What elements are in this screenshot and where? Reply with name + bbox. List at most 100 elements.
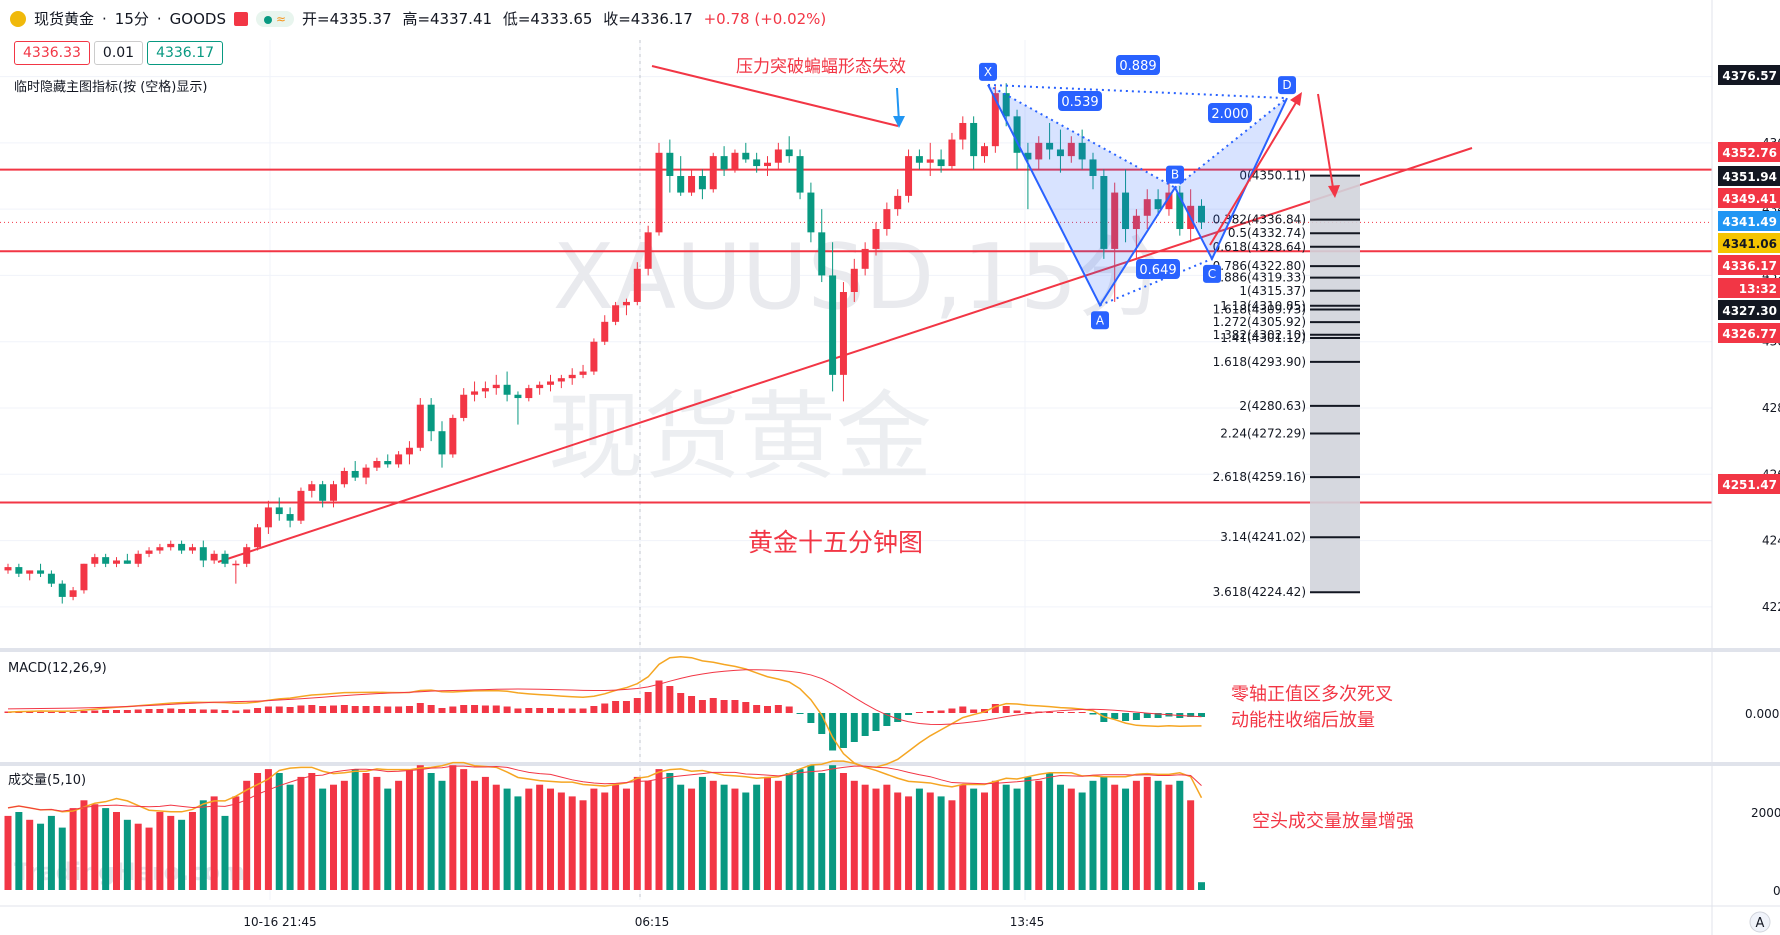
- chart-header: 现货黄金 · 15分 · GOODS ≈ 开=4335.37 高=4337.41…: [0, 0, 1710, 38]
- interval-label[interactable]: 15分: [114, 10, 149, 28]
- volume-bar: [731, 788, 739, 890]
- candle-body: [243, 547, 251, 564]
- candle-body: [1056, 149, 1064, 157]
- volume-bar: [308, 773, 316, 890]
- candle-body: [1002, 93, 1010, 117]
- volume-bar: [275, 773, 283, 890]
- volume-bar: [818, 773, 826, 890]
- macd-bar: [80, 711, 88, 713]
- fib-extension[interactable]: 0(4350.11) 0.382(4336.84)0.5(4332.74)0.61…: [1213, 169, 1360, 600]
- price-tick-label: 4240.00: [1762, 534, 1780, 548]
- volume-bar: [926, 792, 934, 890]
- volume-bar: [460, 769, 468, 890]
- pane-separator: [0, 648, 1780, 652]
- indicator-hide-hint: 临时隐藏主图指标(按 (空格)显示): [14, 80, 208, 95]
- volume-bar: [26, 819, 34, 890]
- volume-bar: [753, 784, 761, 890]
- market-status-pill[interactable]: ≈: [255, 10, 295, 27]
- time-axis[interactable]: 10-16 21:45 06:15 13:45 A: [243, 911, 1771, 933]
- volume-bar: [1143, 776, 1151, 890]
- candle-body: [286, 514, 294, 521]
- volume-bar: [188, 812, 196, 890]
- candle-body: [688, 176, 696, 193]
- volume-bar: [416, 765, 424, 890]
- source-label: GOODS: [169, 9, 226, 28]
- macd-bar: [1024, 712, 1032, 713]
- macd-bar: [373, 706, 381, 713]
- candle-body: [167, 543, 175, 548]
- price-tick-label: 4280.00: [1762, 401, 1780, 415]
- macd-bar: [1013, 710, 1021, 713]
- volume-bar: [362, 773, 370, 890]
- macd-bar: [883, 713, 891, 726]
- candle-body: [26, 570, 34, 574]
- volume-bar: [557, 792, 565, 890]
- volume-bar: [167, 815, 175, 890]
- candle-body: [123, 560, 131, 564]
- volume-bar: [568, 796, 576, 890]
- volume-bar: [1067, 788, 1075, 890]
- candle-body: [590, 341, 598, 372]
- volume-bar: [742, 792, 750, 890]
- fib-level-label: 0(4350.11): [1239, 169, 1306, 183]
- price-tag-label: 4341.06: [1722, 237, 1777, 251]
- bat-pattern[interactable]: X A B C D 0.539 0.889 2.000 0.649: [893, 55, 1340, 330]
- volume-bar: [937, 796, 945, 890]
- fib-level-label: 2.24(4272.29): [1220, 427, 1306, 441]
- macd-bar: [861, 713, 869, 736]
- volume-bar: [1089, 780, 1097, 890]
- volume-bar: [503, 788, 511, 890]
- pattern-point-label: D: [1282, 78, 1291, 92]
- macd-bar: [47, 712, 55, 713]
- candle-body: [449, 417, 457, 455]
- macd-bar: [937, 710, 945, 713]
- volume-bar: [525, 788, 533, 890]
- volume-bar: [492, 784, 500, 890]
- pattern-point-label: X: [984, 65, 992, 79]
- volume-bar: [449, 765, 457, 890]
- volume-bar: [1165, 784, 1173, 890]
- candle-body: [254, 527, 262, 548]
- macd-bar: [319, 706, 327, 713]
- ac-ratio-line: [1099, 257, 1213, 307]
- macd-bar: [785, 706, 793, 713]
- candle-body: [981, 146, 988, 157]
- volume-axis-label: 0.00: [1773, 884, 1780, 898]
- volume-pane[interactable]: 成交量(5,10) 2000.00 0.00: [4, 760, 1780, 898]
- ohlc-readout: 开=4335.37 高=4337.41 低=4333.65 收=4336.17 …: [302, 8, 832, 29]
- close-value: 收=4336.17: [603, 10, 693, 28]
- price-tag-bg: [1718, 188, 1780, 208]
- macd-pane[interactable]: MACD(12,26,9) 0.00000: [4, 655, 1780, 768]
- volume-bar: [37, 823, 45, 890]
- candle-body: [1132, 215, 1140, 230]
- up-arrow-line: [1209, 95, 1301, 246]
- candle-body: [37, 570, 45, 574]
- volume-bar: [1013, 788, 1021, 890]
- symbol-name[interactable]: 现货黄金: [34, 10, 95, 28]
- ratio-badge: [1208, 103, 1252, 123]
- fib-level-label: 1(4315.37): [1239, 284, 1306, 298]
- sell-price-button[interactable]: 4336.33: [14, 41, 90, 65]
- macd-bar: [894, 713, 902, 722]
- flag-icon[interactable]: [233, 11, 248, 26]
- volume-axis-label: 2000.00: [1751, 806, 1780, 820]
- volume-bar: [774, 780, 782, 890]
- macd-bar: [264, 706, 272, 713]
- macd-bar: [460, 705, 468, 713]
- symbol-titlebar[interactable]: 现货黄金 · 15分 · GOODS ≈ 开=4335.37 高=4337.41…: [10, 8, 832, 29]
- macd-bar: [1067, 712, 1075, 713]
- candle-body: [275, 507, 283, 515]
- buy-price-button[interactable]: 4336.17: [147, 41, 223, 65]
- volume-bar: [1187, 800, 1195, 890]
- candle-body: [113, 560, 120, 564]
- volume-bar: [764, 776, 771, 890]
- volume-bar: [221, 815, 229, 890]
- volume-bar: [384, 788, 392, 890]
- price-axis[interactable]: 4380.004360.004340.004320.004300.004280.…: [1718, 65, 1780, 614]
- candle-body: [514, 394, 522, 399]
- macd-bar: [26, 712, 34, 713]
- high-value: 高=4337.41: [402, 10, 493, 28]
- horizontal-levels[interactable]: [0, 168, 1712, 504]
